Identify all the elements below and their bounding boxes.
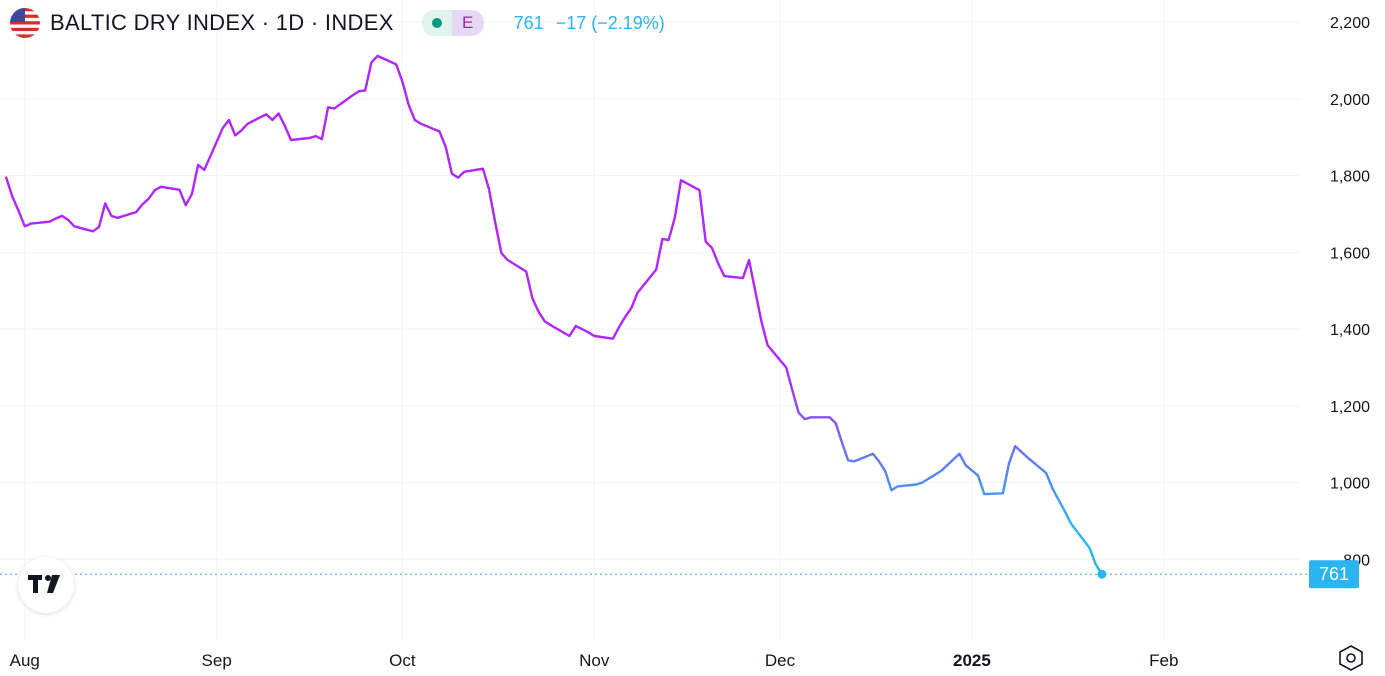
status-badges[interactable]: E [421,10,484,36]
y-tick-label: 2,200 [1330,15,1370,32]
y-tick-label: 1,800 [1330,169,1370,186]
y-tick-label: 1,000 [1330,476,1370,493]
market-status-dot-icon[interactable] [421,10,452,36]
settings-gear-icon[interactable] [1338,645,1364,671]
chart-header: BALTIC DRY INDEX · 1D · INDEX E 761 −17 … [10,8,665,38]
y-tick-label: 1,200 [1330,399,1370,416]
x-tick-label: Nov [579,651,610,670]
data-badge-e[interactable]: E [451,10,484,36]
price-change: −17 (−2.19%) [555,12,665,33]
x-tick-label: Oct [389,651,416,670]
x-tick-label: 2025 [953,651,991,670]
last-price-label: 761 [1309,560,1359,589]
x-axis: Aug Sep Oct Nov Dec 2025 Feb [10,651,1179,670]
chart-grid [0,0,1300,640]
price-readout: 761 −17 (−2.19%) [514,13,665,34]
last-value: 761 [513,12,544,33]
x-tick-label: Sep [202,651,232,670]
us-flag-icon [10,8,40,38]
x-tick-label: Dec [765,651,796,670]
y-tick-label: 1,400 [1330,322,1370,339]
x-tick-label: Aug [10,651,40,670]
series-line[interactable] [5,54,1104,576]
symbol-title[interactable]: BALTIC DRY INDEX · 1D · INDEX [50,10,394,35]
last-price-label-text: 761 [1319,564,1349,584]
last-price-point[interactable] [1097,569,1107,579]
tradingview-logo-icon[interactable] [18,557,74,613]
y-tick-label: 2,000 [1330,92,1370,109]
y-tick-label: 1,600 [1330,245,1370,262]
x-tick-label: Feb [1149,651,1178,670]
